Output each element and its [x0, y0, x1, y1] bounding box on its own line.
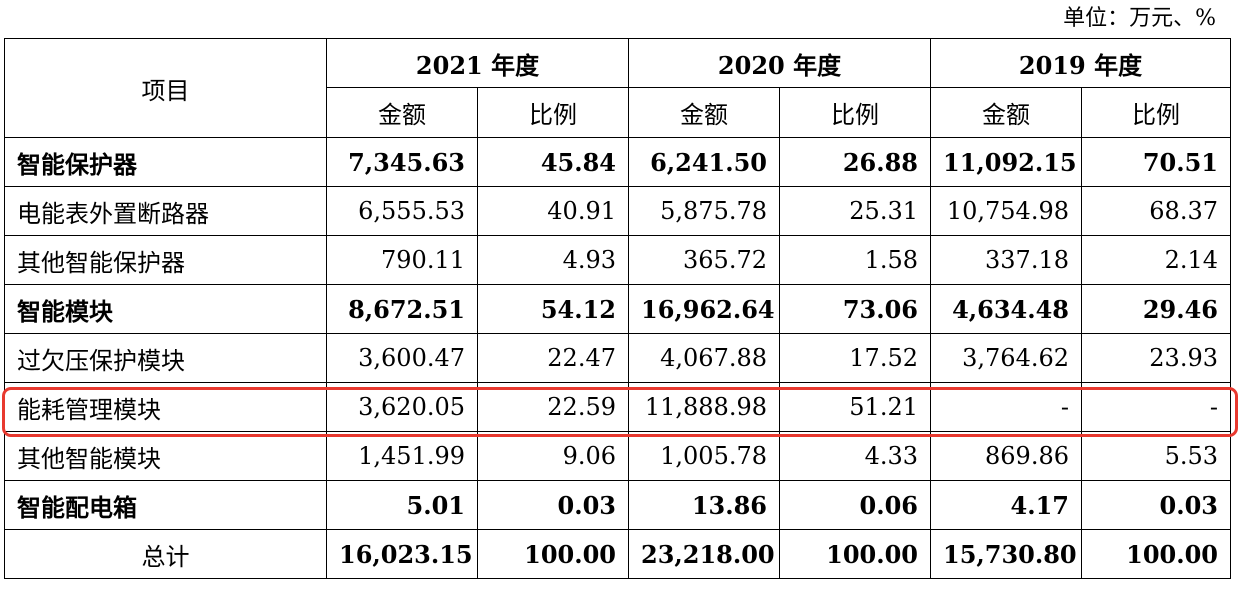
ratio-cell: 73.06 [779, 284, 931, 334]
table-row: 能耗管理模块 3,620.05 22.59 11,888.98 51.21- - [4, 382, 1231, 432]
amount-cell: 13.86 [628, 480, 780, 530]
amount-cell: 3,764.62 [930, 333, 1082, 383]
ratio-cell: 0.06 [779, 480, 931, 530]
amount-cell: 6,555.53 [326, 186, 478, 236]
amount-cell: 23,218.00 [628, 529, 780, 579]
row-label: 智能配电箱 [4, 480, 327, 530]
revenue-breakdown-table: 项目 2021 年度 2020 年度 2019 年度 金额 比例 金额 比例 金… [4, 38, 1231, 579]
row-label: 能耗管理模块 [4, 382, 327, 432]
row-label: 智能保护器 [4, 137, 327, 187]
ratio-cell: 23.93 [1081, 333, 1231, 383]
ratio-cell: 100.00 [779, 529, 931, 579]
table-row: 智能配电箱 5.01 0.03 13.86 0.06 4.17 0.03 [4, 480, 1231, 530]
amount-cell: 7,345.63 [326, 137, 478, 187]
amount-cell: 337.18 [930, 235, 1082, 285]
row-label: 过欠压保护模块 [4, 333, 327, 383]
amount-cell: 11,888.98 [628, 382, 780, 432]
header-ratio: 比例 [477, 87, 629, 138]
ratio-cell: 70.51 [1081, 137, 1231, 187]
amount-cell: - [930, 382, 1082, 432]
amount-cell: 5,875.78 [628, 186, 780, 236]
table-row: 电能表外置断路器 6,555.53 40.91 5,875.78 25.31 10,754… [4, 186, 1231, 236]
ratio-cell: 40.91 [477, 186, 629, 236]
table-row: 智能保护器 7,345.63 45.84 6,241.50 26.88 11,092.15… [4, 137, 1231, 187]
ratio-cell: 4.33 [779, 431, 931, 481]
row-label: 智能模块 [4, 284, 327, 334]
table-row: 其他智能保护器 790.11 4.93 365.72 1.58 337.18 2.14 [4, 235, 1231, 285]
amount-cell: 6,241.50 [628, 137, 780, 187]
header-item: 项目 [4, 38, 327, 138]
amount-cell: 3,600.47 [326, 333, 478, 383]
table-row: 智能模块 8,672.51 54.12 16,962.64 73.06 4,634.48 2… [4, 284, 1231, 334]
amount-cell: 3,620.05 [326, 382, 478, 432]
amount-cell: 1,451.99 [326, 431, 478, 481]
amount-cell: 4.17 [930, 480, 1082, 530]
ratio-cell: 100.00 [477, 529, 629, 579]
table-row: 总计 16,023.15 100.00 23,218.00 100.00 15,730.8… [4, 529, 1231, 579]
amount-cell: 10,754.98 [930, 186, 1082, 236]
ratio-cell: 54.12 [477, 284, 629, 334]
amount-cell: 869.86 [930, 431, 1082, 481]
amount-cell: 8,672.51 [326, 284, 478, 334]
row-label: 电能表外置断路器 [4, 186, 327, 236]
ratio-cell: 9.06 [477, 431, 629, 481]
ratio-cell: 29.46 [1081, 284, 1231, 334]
ratio-cell: 51.21 [779, 382, 931, 432]
ratio-cell: 22.59 [477, 382, 629, 432]
amount-cell: 4,634.48 [930, 284, 1082, 334]
header-year-2020: 2020 年度 [628, 38, 931, 88]
ratio-cell: 2.14 [1081, 235, 1231, 285]
ratio-cell: 26.88 [779, 137, 931, 187]
ratio-cell: 68.37 [1081, 186, 1231, 236]
ratio-cell: 17.52 [779, 333, 931, 383]
unit-note: 单位：万元、% [1063, 6, 1216, 31]
header-row-years: 项目 2021 年度 2020 年度 2019 年度 [4, 38, 1231, 138]
row-label: 其他智能模块 [4, 431, 327, 481]
table-row: 其他智能模块 1,451.99 9.06 1,005.78 4.33 869.86 5.53 [4, 431, 1231, 481]
ratio-cell: 0.03 [1081, 480, 1231, 530]
header-ratio: 比例 [1081, 87, 1231, 138]
row-label: 其他智能保护器 [4, 235, 327, 285]
amount-cell: 11,092.15 [930, 137, 1082, 187]
amount-cell: 790.11 [326, 235, 478, 285]
header-ratio: 比例 [779, 87, 931, 138]
amount-cell: 1,005.78 [628, 431, 780, 481]
header-year-2019: 2019 年度 [930, 38, 1231, 88]
ratio-cell: 25.31 [779, 186, 931, 236]
header-year-2021: 2021 年度 [326, 38, 629, 88]
ratio-cell: 45.84 [477, 137, 629, 187]
ratio-cell: 0.03 [477, 480, 629, 530]
amount-cell: 4,067.88 [628, 333, 780, 383]
amount-cell: 16,023.15 [326, 529, 478, 579]
row-label: 总计 [4, 529, 327, 579]
ratio-cell: 1.58 [779, 235, 931, 285]
amount-cell: 5.01 [326, 480, 478, 530]
ratio-cell: 4.93 [477, 235, 629, 285]
ratio-cell: 5.53 [1081, 431, 1231, 481]
header-amount: 金额 [930, 87, 1082, 138]
amount-cell: 16,962.64 [628, 284, 780, 334]
ratio-cell: 22.47 [477, 333, 629, 383]
table-row: 过欠压保护模块 3,600.47 22.47 4,067.88 17.52 3,764.6… [4, 333, 1231, 383]
ratio-cell: - [1081, 382, 1231, 432]
header-amount: 金额 [628, 87, 780, 138]
header-amount: 金额 [326, 87, 478, 138]
amount-cell: 365.72 [628, 235, 780, 285]
ratio-cell: 100.00 [1081, 529, 1231, 579]
amount-cell: 15,730.80 [930, 529, 1082, 579]
